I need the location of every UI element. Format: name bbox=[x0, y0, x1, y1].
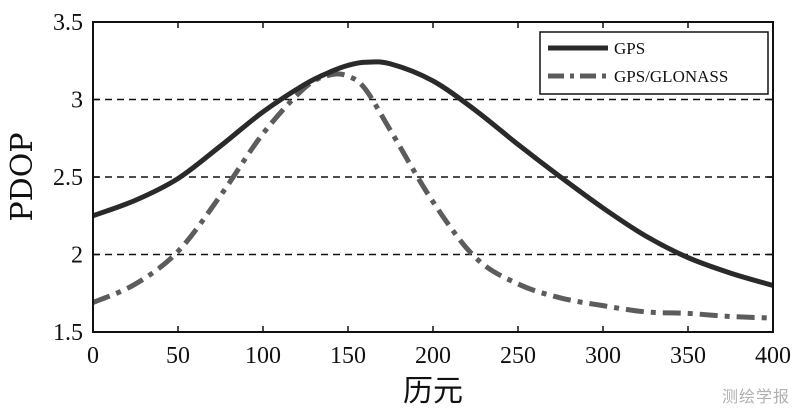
ticks bbox=[92, 21, 774, 333]
legend: GPS GPS/GLONASS bbox=[539, 31, 769, 95]
series-line-gps bbox=[92, 59, 774, 288]
watermark-text: 测绘学报 bbox=[721, 387, 790, 406]
x-tick-label-100: 100 bbox=[245, 343, 281, 369]
legend-label-gps-glonass: GPS/GLONASS bbox=[614, 67, 728, 86]
y-tick-label-1-5: 1.5 bbox=[53, 320, 83, 346]
x-tick-label-200: 200 bbox=[415, 343, 451, 369]
y-tick-label-2-5: 2.5 bbox=[53, 165, 83, 191]
legend-label-gps: GPS bbox=[614, 39, 645, 58]
y-tick-label-3: 3 bbox=[71, 88, 83, 114]
x-tick-labels: 0 50 100 150 200 250 300 350 400 bbox=[87, 343, 791, 369]
x-tick-label-300: 300 bbox=[585, 343, 621, 369]
x-tick-label-150: 150 bbox=[330, 343, 366, 369]
x-tick-label-350: 350 bbox=[670, 343, 706, 369]
x-tick-label-250: 250 bbox=[500, 343, 536, 369]
y-axis-label: PDOP bbox=[5, 132, 40, 221]
x-tick-label-50: 50 bbox=[166, 343, 190, 369]
x-axis-label: 历元 bbox=[403, 374, 463, 409]
y-tick-labels: 1.5 2 2.5 3 3.5 bbox=[53, 10, 83, 346]
x-tick-label-0: 0 bbox=[87, 343, 99, 369]
x-tick-label-400: 400 bbox=[755, 343, 791, 369]
y-tick-label-2: 2 bbox=[71, 243, 83, 269]
series-layer bbox=[91, 59, 774, 321]
y-tick-label-3-5: 3.5 bbox=[53, 10, 83, 36]
grid-lines bbox=[93, 98, 773, 256]
legend-box bbox=[539, 31, 769, 95]
